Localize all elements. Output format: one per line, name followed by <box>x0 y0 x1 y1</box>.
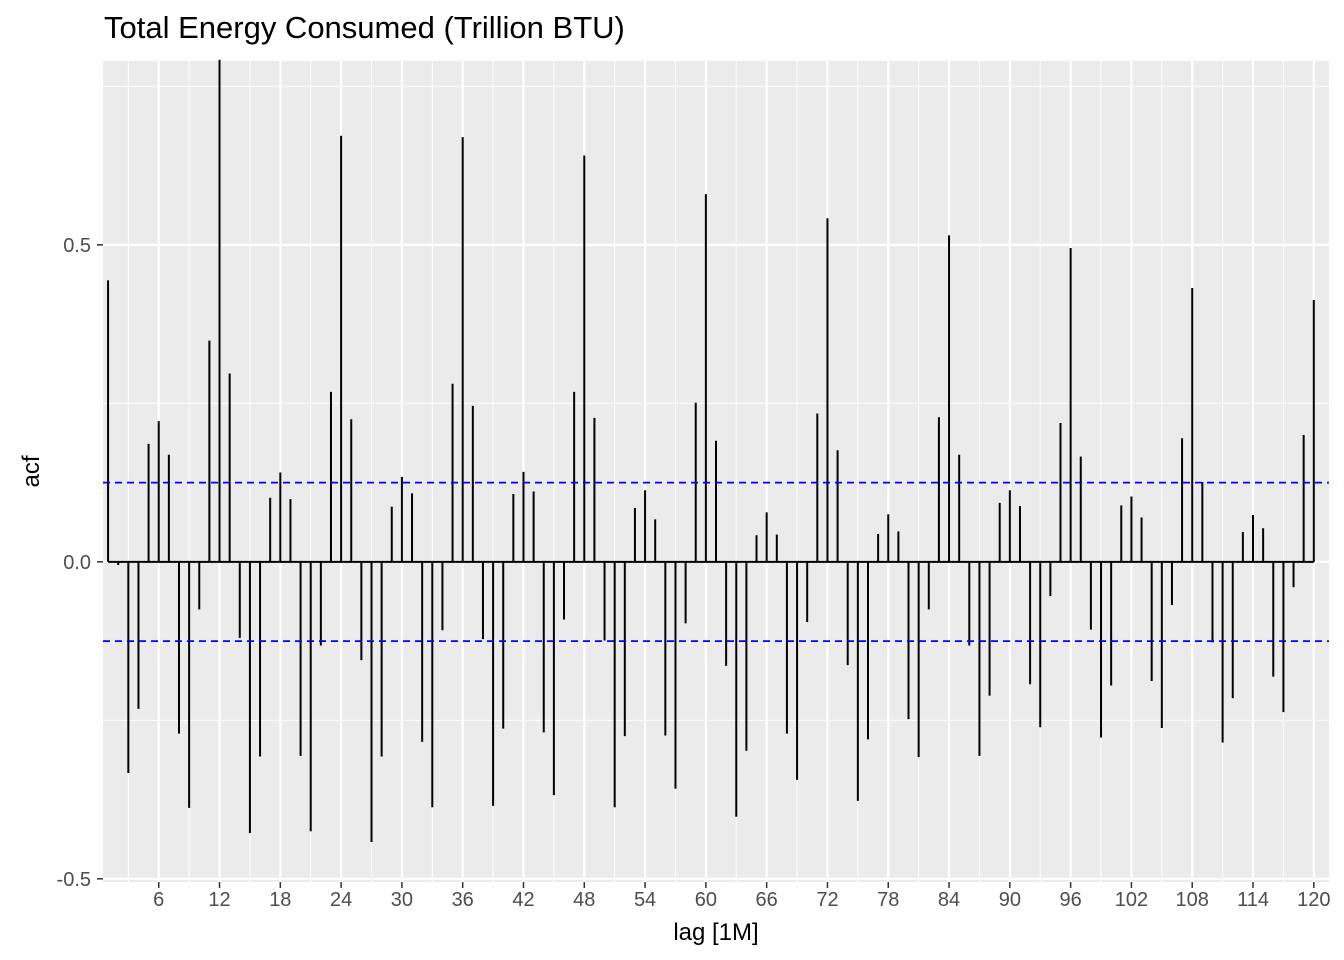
x-tick-label: 114 <box>1237 889 1269 911</box>
x-tick-label: 78 <box>877 889 899 911</box>
x-tick-label: 84 <box>938 889 960 911</box>
x-tick-label: 102 <box>1115 889 1148 911</box>
x-tick-label: 6 <box>153 889 164 911</box>
x-tick-label: 96 <box>1060 889 1082 911</box>
y-tick-label: 0.0 <box>63 552 91 574</box>
x-tick-label: 72 <box>816 889 838 911</box>
x-tick-label: 90 <box>999 889 1021 911</box>
x-tick-label: 12 <box>208 889 230 911</box>
x-axis: 6 12 18 24 30 36 42 48 54 60 66 72 78 84 90 96 102 108 114… <box>153 882 1330 911</box>
y-axis: -0.5 0.0 0.5 <box>57 235 103 891</box>
x-tick-label: 18 <box>269 889 291 911</box>
x-tick-label: 108 <box>1176 889 1209 911</box>
x-tick-label: 24 <box>330 889 352 911</box>
x-tick-label: 42 <box>512 889 534 911</box>
chart-title: Total Energy Consumed (Trillion BTU) <box>104 10 625 45</box>
x-tick-label: 36 <box>452 889 474 911</box>
y-tick-label: -0.5 <box>57 869 91 891</box>
x-axis-title: lag [1M] <box>673 919 758 946</box>
x-tick-label: 54 <box>634 889 656 911</box>
x-tick-label: 66 <box>756 889 778 911</box>
y-tick-label: 0.5 <box>63 235 91 257</box>
y-axis-title: acf <box>18 455 45 487</box>
x-tick-label: 60 <box>695 889 717 911</box>
x-tick-label: 120 <box>1297 889 1330 911</box>
x-tick-label: 30 <box>391 889 413 911</box>
x-tick-label: 48 <box>573 889 595 911</box>
